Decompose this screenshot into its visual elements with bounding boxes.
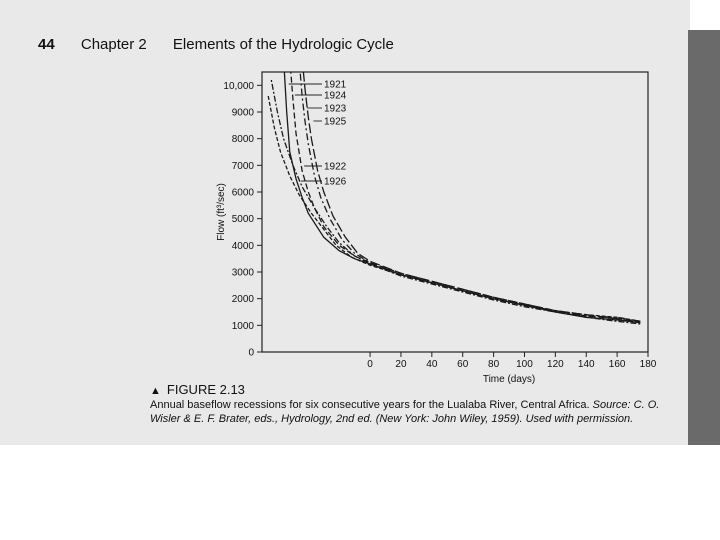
page-edge-shadow [688,30,720,445]
x-axis-label: Time (days) [483,374,535,385]
x-tick-label: 0 [367,359,373,370]
y-tick-label: 2000 [232,294,255,305]
series-label-1921: 1921 [324,80,347,91]
triangle-marker-icon: ▲ [150,385,161,397]
y-tick-label: 1000 [232,321,255,332]
y-tick-label: 3000 [232,268,255,279]
chapter-title: Elements of the Hydrologic Cycle [172,36,394,53]
caption-text: Annual baseflow recessions for six conse… [150,399,590,411]
x-tick-label: 100 [516,359,533,370]
y-tick-label: 5000 [232,214,255,225]
x-tick-label: 60 [457,359,469,370]
page-header: 44 Chapter 2 Elements of the Hydrologic … [38,36,394,53]
series-label-1924: 1924 [324,91,347,102]
x-tick-label: 160 [609,359,626,370]
y-tick-label: 7000 [232,161,255,172]
series-line-1922 [270,79,641,325]
series-label-1926: 1926 [324,177,347,188]
plot-frame [261,71,649,353]
figure-label: ▲ FIGURE 2.13 [150,382,245,397]
y-tick-label: 9000 [232,108,255,119]
series-line-1923 [299,72,641,322]
y-tick-label: 8000 [232,134,255,145]
x-tick-label: 140 [578,359,595,370]
series-line-1926 [267,95,641,322]
baseflow-recession-chart: 0 20 40 60 80 100 120 140 160 180 0 1000 2000 3000 400… [216,71,657,385]
figure-number: FIGURE 2.13 [166,382,245,397]
y-tick-label: 10,000 [223,81,254,92]
page-number: 44 [38,36,55,53]
caption-source: Source: C. O. Wisler & E. F. Brater, eds… [150,399,660,425]
series-label-1925: 1925 [324,117,347,128]
y-axis-label: Flow (ft³/sec) [216,183,227,241]
series-label-1922: 1922 [324,162,347,173]
y-tick-label: 0 [248,348,254,359]
scanned-page [0,0,690,445]
x-tick-label: 120 [547,359,564,370]
chapter-label: Chapter 2 [80,36,147,53]
x-tick-label: 180 [640,359,657,370]
x-tick-label: 80 [488,359,500,370]
series-line-1925 [302,72,641,324]
x-tick-label: 40 [426,359,438,370]
y-tick-label: 6000 [232,188,255,199]
x-tick-label: 20 [395,359,407,370]
series-label-1923: 1923 [324,104,347,115]
y-tick-label: 4000 [232,241,255,252]
figure-caption: Annual baseflow recessions for six conse… [150,398,680,426]
